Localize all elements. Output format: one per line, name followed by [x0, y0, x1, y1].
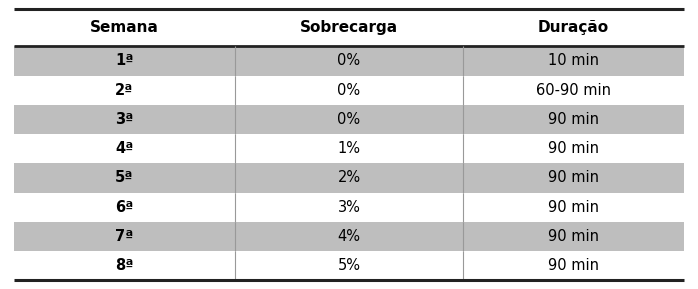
Text: Semana: Semana [90, 20, 159, 35]
Text: 90 min: 90 min [548, 229, 599, 244]
Text: 6ª: 6ª [115, 200, 134, 215]
Text: 3ª: 3ª [115, 112, 134, 127]
Text: 90 min: 90 min [548, 258, 599, 273]
Text: 1ª: 1ª [115, 53, 134, 68]
Text: Sobrecarga: Sobrecarga [300, 20, 398, 35]
Bar [14, 163, 684, 192]
Text: 90 min: 90 min [548, 112, 599, 127]
Text: 60-90 min: 60-90 min [536, 83, 611, 98]
Bar [14, 105, 684, 134]
Text: 2%: 2% [337, 171, 361, 186]
Text: 90 min: 90 min [548, 171, 599, 186]
Text: 4ª: 4ª [115, 141, 134, 156]
Text: 10 min: 10 min [548, 53, 599, 68]
Text: 0%: 0% [337, 112, 361, 127]
Text: 90 min: 90 min [548, 200, 599, 215]
Text: 1%: 1% [338, 141, 360, 156]
Text: 90 min: 90 min [548, 141, 599, 156]
Text: Duração: Duração [538, 20, 609, 35]
Bar [14, 251, 684, 280]
Text: 0%: 0% [337, 53, 361, 68]
Text: 7ª: 7ª [115, 229, 134, 244]
Bar [14, 46, 684, 75]
Text: 8ª: 8ª [115, 258, 134, 273]
Bar [14, 222, 684, 251]
Text: 2ª: 2ª [115, 83, 134, 98]
Bar [14, 134, 684, 163]
Text: 5ª: 5ª [115, 171, 134, 186]
Text: 4%: 4% [338, 229, 360, 244]
Text: 0%: 0% [337, 83, 361, 98]
Text: 3%: 3% [338, 200, 360, 215]
Text: 5%: 5% [338, 258, 360, 273]
Bar [14, 75, 684, 105]
Bar [14, 192, 684, 222]
